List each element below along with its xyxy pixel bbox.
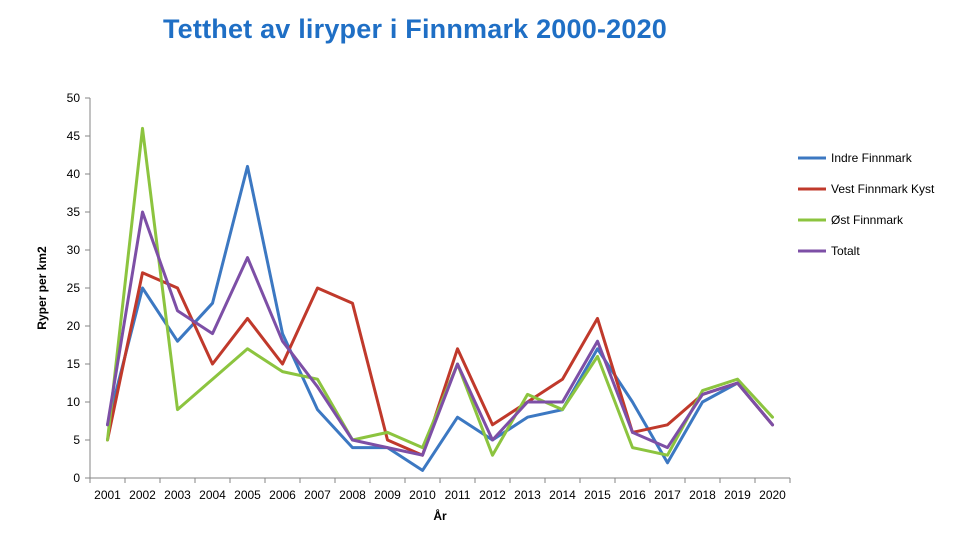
x-tick-label: 2013 [514, 488, 541, 502]
x-axis-ticks: 2001 2002 2003 2004 2005 2006 2007 2008 2009 2010… [89, 478, 791, 502]
legend: Indre Finnmark Vest Finnmark Kyst Øst Finn… [798, 151, 935, 258]
y-axis-ticks: 0 5 10 15 20 25 30 35 40 45 50 [67, 91, 90, 485]
x-tick-label: 2019 [724, 488, 751, 502]
y-axis-title: Ryper per km2 [35, 246, 49, 330]
series-lines [106, 126, 774, 472]
x-tick-label: 2011 [445, 488, 471, 502]
x-tick-label: 2003 [164, 488, 191, 502]
x-tick-label: 2020 [759, 488, 786, 502]
series-line-vest-finnmark-kyst [106, 271, 774, 457]
y-tick-label: 25 [67, 281, 81, 295]
y-tick-label: 0 [73, 471, 80, 485]
y-tick-label: 30 [67, 243, 81, 257]
x-tick-label: 2006 [269, 488, 296, 502]
legend-label--st-finnmark: Øst Finnmark [831, 213, 904, 227]
x-tick-label: 2001 [94, 488, 121, 502]
y-tick-label: 35 [67, 205, 81, 219]
x-tick-label: 2018 [689, 488, 716, 502]
x-tick-label: 2016 [619, 488, 646, 502]
y-tick-label: 10 [67, 395, 81, 409]
y-tick-label: 5 [73, 433, 80, 447]
legend-label-totalt: Totalt [831, 244, 860, 258]
series-line-indre-finnmark [106, 164, 774, 472]
x-tick-label: 2002 [129, 488, 156, 502]
x-tick-label: 2007 [304, 488, 331, 502]
x-tick-label: 2005 [234, 488, 261, 502]
legend-label-vest-finnmark-kyst: Vest Finnmark Kyst [831, 182, 935, 196]
legend-label-indre-finnmark: Indre Finnmark [831, 151, 913, 165]
x-tick-label: 2004 [199, 488, 226, 502]
chart-title: Tetthet av liryper i Finnmark 2000-2020 [162, 14, 668, 44]
y-tick-label: 50 [67, 91, 81, 105]
x-tick-label: 2012 [479, 488, 506, 502]
x-tick-label: 2014 [549, 488, 576, 502]
x-tick-label: 2008 [339, 488, 366, 502]
y-tick-label: 45 [67, 129, 81, 143]
y-tick-label: 15 [67, 357, 81, 371]
x-tick-label: 2017 [654, 488, 681, 502]
x-axis-title: År [433, 508, 447, 523]
series-line-totalt [106, 210, 774, 457]
y-tick-label: 20 [67, 319, 81, 333]
x-tick-label: 2010 [409, 488, 436, 502]
x-tick-label: 2009 [374, 488, 401, 502]
x-tick-label: 2015 [584, 488, 611, 502]
y-tick-label: 40 [67, 167, 81, 181]
